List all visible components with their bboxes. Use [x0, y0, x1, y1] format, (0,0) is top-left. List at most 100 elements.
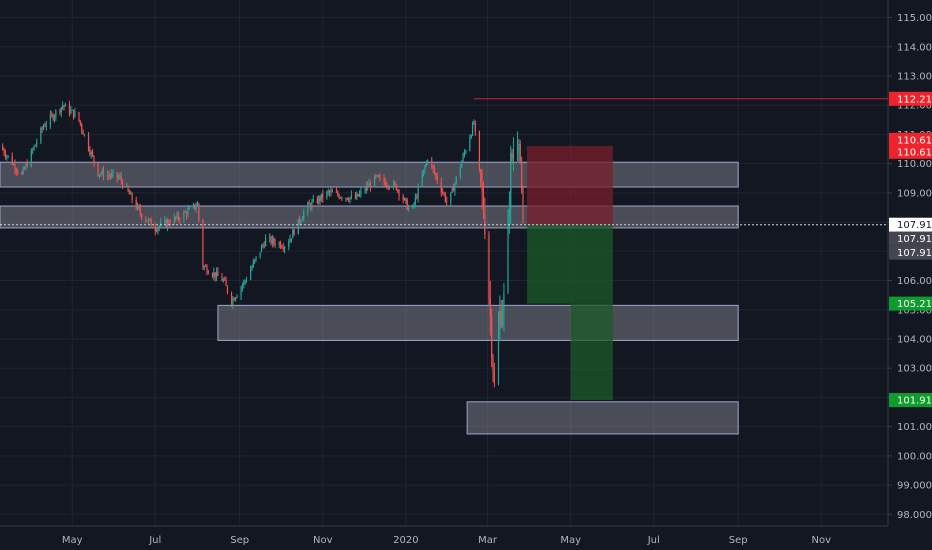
candle-body — [154, 226, 156, 231]
candle-28 — [53, 114, 56, 123]
candle-257 — [491, 308, 493, 368]
price-tick-label-5: 103.000 — [897, 364, 932, 375]
candle-129 — [245, 276, 248, 283]
candle-68 — [130, 190, 132, 195]
candle-35 — [68, 100, 71, 117]
candle-253 — [482, 181, 485, 219]
candle-body — [195, 206, 197, 209]
candle-body — [383, 177, 385, 182]
time-tick-label-4: 2020 — [393, 535, 418, 546]
candle-46 — [89, 145, 91, 157]
candle-17 — [33, 145, 35, 151]
candle-body — [176, 214, 178, 219]
candle-body — [156, 230, 158, 232]
candle-body — [177, 214, 180, 219]
candle-body — [337, 192, 339, 196]
candle-body — [450, 192, 452, 202]
candle-body — [335, 192, 338, 194]
price-axis-area[interactable] — [888, 0, 932, 526]
candle-body — [3, 149, 5, 154]
candle-body — [481, 183, 483, 192]
candle-body — [92, 151, 94, 156]
candle-244 — [465, 149, 467, 155]
candle-body — [274, 242, 276, 246]
candle-body — [263, 245, 265, 247]
candle-228 — [435, 172, 437, 181]
candle-body — [259, 252, 261, 257]
candle-30 — [59, 108, 61, 116]
candle-body — [417, 186, 419, 199]
candle-body — [241, 284, 244, 288]
candle-body — [17, 171, 19, 173]
candle-77 — [147, 217, 150, 225]
candle-body — [290, 238, 293, 240]
candle-body — [511, 153, 513, 160]
price-tick-label-14: 112.000 — [897, 101, 932, 112]
time-axis-area[interactable] — [0, 526, 888, 550]
candle-256 — [489, 280, 491, 336]
candle-body — [348, 199, 350, 201]
candle-263 — [501, 299, 504, 328]
candle-249 — [474, 120, 476, 136]
candle-45 — [87, 132, 90, 152]
candle-212 — [405, 197, 407, 204]
candle-body — [322, 193, 324, 199]
candle-113 — [215, 267, 218, 282]
candle-body — [68, 104, 71, 114]
candle-196 — [375, 174, 377, 180]
candle-body — [44, 126, 46, 127]
candle-body — [349, 197, 351, 201]
candle-219 — [417, 183, 419, 203]
candle-131 — [251, 264, 253, 272]
candle-18 — [34, 144, 37, 147]
candle-3 — [6, 154, 8, 161]
candle-body — [519, 144, 521, 161]
candle-71 — [136, 202, 139, 211]
candle-214 — [407, 204, 410, 212]
candle-121 — [232, 296, 234, 310]
candle-208 — [397, 188, 399, 194]
horizontal-lines — [0, 98, 888, 226]
candle-1 — [3, 147, 5, 157]
candle-265 — [507, 208, 509, 294]
candle-220 — [421, 170, 423, 188]
candle-body — [71, 109, 73, 111]
candle-body — [250, 269, 252, 280]
candle-85 — [164, 216, 166, 225]
candle-body — [444, 194, 446, 202]
candle-215 — [412, 204, 414, 209]
price-badge-bg — [889, 393, 932, 408]
candle-88 — [168, 218, 170, 226]
candle-102 — [195, 201, 197, 213]
candle-body — [64, 104, 66, 107]
candle-107 — [205, 263, 207, 268]
price-tick-label-1: 99.000 — [897, 481, 932, 492]
candle-224 — [427, 159, 429, 166]
candle-body — [127, 185, 129, 191]
candle-180 — [345, 197, 347, 202]
candle-body — [282, 247, 284, 249]
candle-body — [406, 199, 408, 210]
candle-246 — [470, 134, 472, 139]
time-tick-label-8: Sep — [729, 535, 748, 546]
take-profit-extension-box — [570, 303, 613, 401]
candle-body — [493, 372, 495, 384]
candle-84 — [160, 217, 162, 229]
candle-274 — [522, 185, 524, 224]
candle-body — [394, 182, 396, 185]
candle-body — [203, 266, 205, 268]
candle-body — [421, 174, 423, 187]
candle-82 — [157, 226, 159, 235]
candle-body — [300, 220, 302, 223]
candle-body — [72, 109, 75, 118]
candle-body — [474, 122, 476, 132]
candle-body — [130, 193, 132, 195]
candle-body — [2, 146, 4, 150]
candle-243 — [463, 149, 466, 158]
candle-body — [492, 356, 494, 373]
price-tick-label-2: 100.000 — [897, 451, 932, 462]
candle-body — [443, 192, 445, 195]
price-badge-0: 112.219 — [889, 91, 932, 106]
candle-99 — [188, 205, 190, 210]
